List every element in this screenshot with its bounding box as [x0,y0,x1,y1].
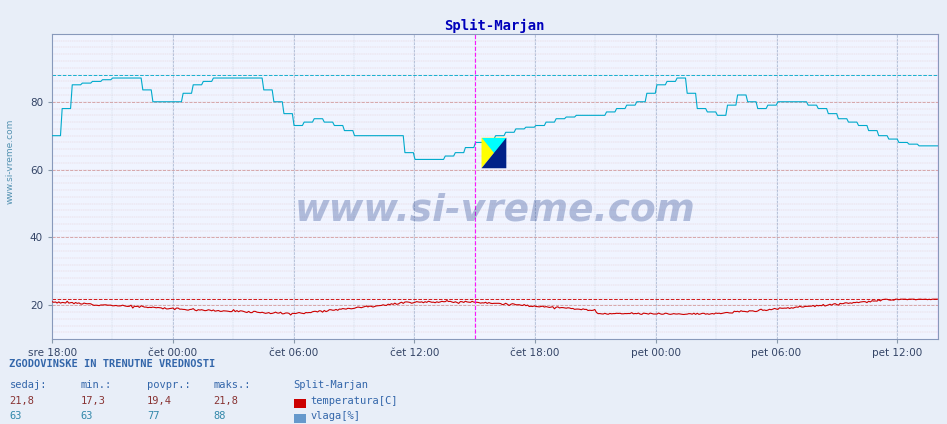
Text: 63: 63 [80,411,93,421]
Text: www.si-vreme.com: www.si-vreme.com [6,118,15,204]
Text: 21,8: 21,8 [9,396,34,406]
Polygon shape [481,138,507,168]
Text: 88: 88 [213,411,225,421]
Text: 77: 77 [147,411,159,421]
Text: 21,8: 21,8 [213,396,238,406]
Text: povpr.:: povpr.: [147,380,190,390]
Title: Split-Marjan: Split-Marjan [444,19,545,33]
Polygon shape [481,138,507,168]
Text: 19,4: 19,4 [147,396,171,406]
Text: www.si-vreme.com: www.si-vreme.com [295,193,695,229]
Text: 63: 63 [9,411,22,421]
Text: sedaj:: sedaj: [9,380,47,390]
Text: ZGODOVINSKE IN TRENUTNE VREDNOSTI: ZGODOVINSKE IN TRENUTNE VREDNOSTI [9,359,216,369]
Text: Split-Marjan: Split-Marjan [294,380,368,390]
Polygon shape [481,138,507,168]
Text: 17,3: 17,3 [80,396,105,406]
Text: vlaga[%]: vlaga[%] [311,411,361,421]
Text: maks.:: maks.: [213,380,251,390]
Text: temperatura[C]: temperatura[C] [311,396,398,406]
Text: min.:: min.: [80,380,112,390]
